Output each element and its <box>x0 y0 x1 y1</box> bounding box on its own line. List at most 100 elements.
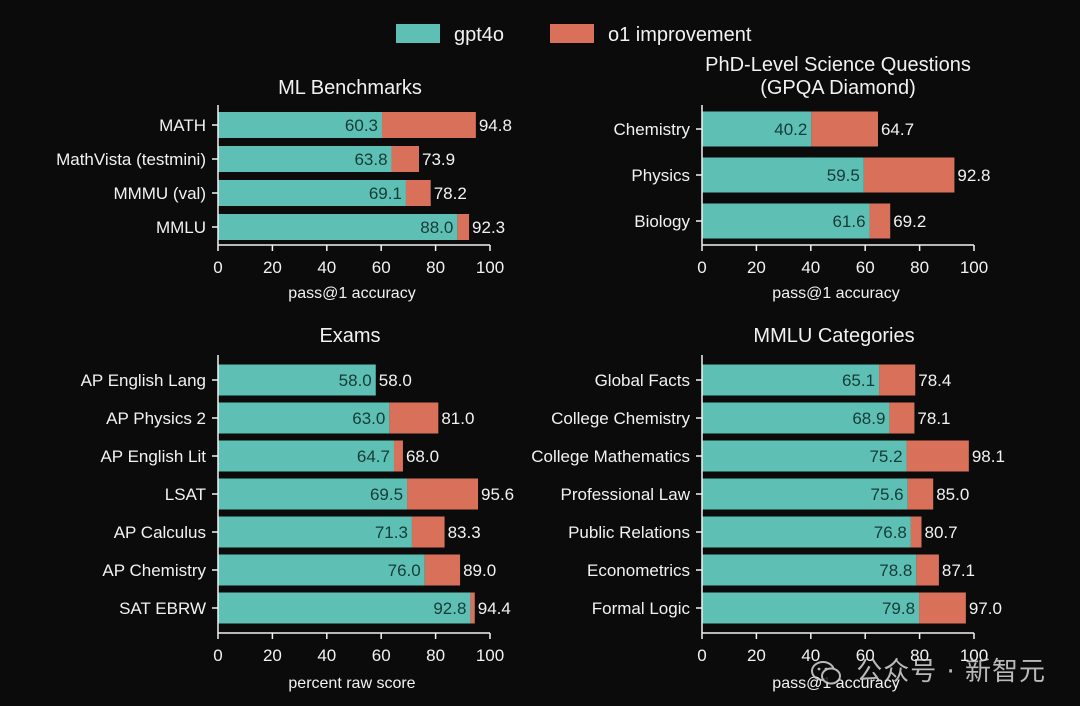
bar-gpt4o <box>218 402 390 434</box>
bar-o1-improvement <box>389 402 439 434</box>
data-label-o1: 78.2 <box>434 184 467 203</box>
bar-o1-improvement <box>889 402 915 434</box>
bar-gpt4o <box>218 112 383 138</box>
category-label: College Chemistry <box>551 409 690 428</box>
data-label-gpt4o: 40.2 <box>774 120 807 139</box>
data-label-o1: 94.8 <box>479 116 512 135</box>
data-label-o1: 83.3 <box>448 523 481 542</box>
data-label-o1: 92.3 <box>472 218 505 237</box>
category-label: Econometrics <box>587 561 690 580</box>
bar-o1-improvement <box>470 592 475 624</box>
x-tick-label: 60 <box>856 646 875 665</box>
bar-o1-improvement <box>407 478 479 510</box>
bar-o1-improvement <box>424 554 461 586</box>
bar-gpt4o <box>218 146 392 172</box>
chart-panel-exams: Exams AP English Lang 58.0 58.0 AP Physics 2… <box>81 325 515 692</box>
chart-title: (GPQA Diamond) <box>760 77 916 99</box>
bar-gpt4o <box>702 592 920 624</box>
bar-gpt4o <box>218 180 406 206</box>
data-label-gpt4o: 68.9 <box>852 409 885 428</box>
category-label: Global Facts <box>595 371 690 390</box>
data-label-gpt4o: 76.8 <box>874 523 907 542</box>
data-label-o1: 78.1 <box>917 409 950 428</box>
data-label-gpt4o: 88.0 <box>420 218 453 237</box>
category-label: MMLU <box>156 218 206 237</box>
bar-gpt4o <box>218 440 394 472</box>
data-label-gpt4o: 63.0 <box>352 409 385 428</box>
category-label: MMMU (val) <box>113 184 206 203</box>
bar-gpt4o <box>702 157 864 193</box>
category-label: Biology <box>634 212 690 231</box>
category-label: MathVista (testmini) <box>56 150 206 169</box>
x-tick-label: 80 <box>910 646 929 665</box>
x-tick-label: 20 <box>747 258 766 277</box>
bar-o1-improvement <box>457 214 470 240</box>
chart-panel-ml: ML Benchmarks MATH 60.3 94.8 MathVista (test… <box>56 77 512 302</box>
category-label: College Mathematics <box>531 447 690 466</box>
bar-o1-improvement <box>879 364 916 396</box>
data-label-o1: 85.0 <box>936 485 969 504</box>
legend: gpt4o o1 improvement <box>396 24 752 46</box>
bar-gpt4o <box>702 111 812 147</box>
legend-label-gpt4o: gpt4o <box>454 24 504 46</box>
bar-gpt4o <box>702 364 880 396</box>
watermark: 公众号 · 新智元 <box>810 651 1046 688</box>
chart-title: ML Benchmarks <box>278 77 422 99</box>
chart-panel-gpqa: PhD-Level Science Questions(GPQA Diamond… <box>613 54 990 302</box>
bar-o1-improvement <box>391 146 420 172</box>
data-label-gpt4o: 79.8 <box>882 599 915 618</box>
x-tick-label: 40 <box>317 258 336 277</box>
wechat-icon <box>810 660 841 684</box>
data-label-o1: 73.9 <box>422 150 455 169</box>
x-tick-label: 0 <box>213 258 222 277</box>
x-tick-label: 0 <box>213 646 222 665</box>
bar-gpt4o <box>702 203 870 239</box>
x-tick-label: 80 <box>426 258 445 277</box>
bar-gpt4o <box>218 364 376 396</box>
bar-gpt4o <box>218 478 408 510</box>
x-tick-label: 20 <box>747 646 766 665</box>
data-label-o1: 69.2 <box>893 212 926 231</box>
bar-o1-improvement <box>411 516 445 548</box>
category-label: Public Relations <box>568 523 690 542</box>
data-label-gpt4o: 92.8 <box>433 599 466 618</box>
data-label-gpt4o: 58.0 <box>339 371 372 390</box>
bar-gpt4o <box>218 214 458 240</box>
bar-gpt4o <box>218 592 471 624</box>
bar-o1-improvement <box>907 478 934 510</box>
legend-swatch-o1 <box>550 24 594 43</box>
data-label-o1: 97.0 <box>969 599 1002 618</box>
legend-label-o1: o1 improvement <box>608 24 752 46</box>
data-label-gpt4o: 75.2 <box>869 447 902 466</box>
x-tick-label: 60 <box>372 646 391 665</box>
data-label-o1: 87.1 <box>942 561 975 580</box>
bar-gpt4o <box>702 478 908 510</box>
data-label-o1: 68.0 <box>406 447 439 466</box>
data-label-gpt4o: 65.1 <box>842 371 875 390</box>
bar-o1-improvement <box>863 157 955 193</box>
bar-o1-improvement <box>910 516 922 548</box>
data-label-gpt4o: 61.6 <box>832 212 865 231</box>
data-label-gpt4o: 71.3 <box>375 523 408 542</box>
category-label: Professional Law <box>561 485 691 504</box>
data-label-o1: 64.7 <box>881 120 914 139</box>
data-label-gpt4o: 78.8 <box>879 561 912 580</box>
bar-gpt4o <box>702 554 917 586</box>
x-axis-label: pass@1 accuracy <box>288 285 415 302</box>
x-tick-label: 80 <box>910 258 929 277</box>
x-tick-label: 0 <box>697 646 706 665</box>
data-label-o1: 98.1 <box>972 447 1005 466</box>
chart-panels: ML Benchmarks MATH 60.3 94.8 MathVista (test… <box>56 54 1005 692</box>
bar-gpt4o <box>702 402 890 434</box>
x-tick-label: 100 <box>960 258 988 277</box>
chart-title: PhD-Level Science Questions <box>705 54 971 76</box>
data-label-gpt4o: 63.8 <box>354 150 387 169</box>
category-label: AP English Lit <box>100 447 206 466</box>
data-label-o1: 81.0 <box>441 409 474 428</box>
data-label-o1: 58.0 <box>379 371 412 390</box>
chart-panel-mmlu: MMLU Categories Global Facts 65.1 78.4 Colle… <box>531 325 1005 692</box>
bar-o1-improvement <box>405 180 431 206</box>
category-label: AP Physics 2 <box>106 409 206 428</box>
data-label-o1: 95.6 <box>481 485 514 504</box>
